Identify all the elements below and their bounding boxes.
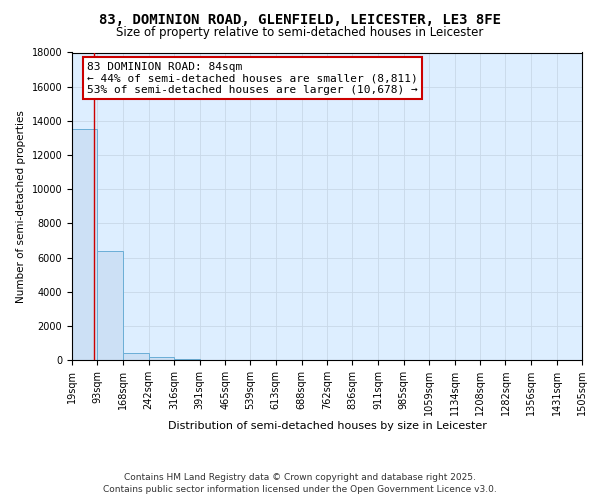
- Bar: [149, 358, 174, 360]
- Text: 83 DOMINION ROAD: 84sqm
← 44% of semi-detached houses are smaller (8,811)
53% of: 83 DOMINION ROAD: 84sqm ← 44% of semi-de…: [88, 62, 418, 95]
- X-axis label: Distribution of semi-detached houses by size in Leicester: Distribution of semi-detached houses by …: [167, 421, 487, 431]
- Text: 83, DOMINION ROAD, GLENFIELD, LEICESTER, LE3 8FE: 83, DOMINION ROAD, GLENFIELD, LEICESTER,…: [99, 12, 501, 26]
- Bar: [97, 250, 123, 360]
- Y-axis label: Number of semi-detached properties: Number of semi-detached properties: [16, 110, 26, 302]
- Bar: [123, 353, 149, 360]
- Text: Size of property relative to semi-detached houses in Leicester: Size of property relative to semi-detach…: [116, 26, 484, 39]
- Text: Contains HM Land Registry data © Crown copyright and database right 2025.
Contai: Contains HM Land Registry data © Crown c…: [103, 472, 497, 494]
- Bar: [72, 130, 97, 360]
